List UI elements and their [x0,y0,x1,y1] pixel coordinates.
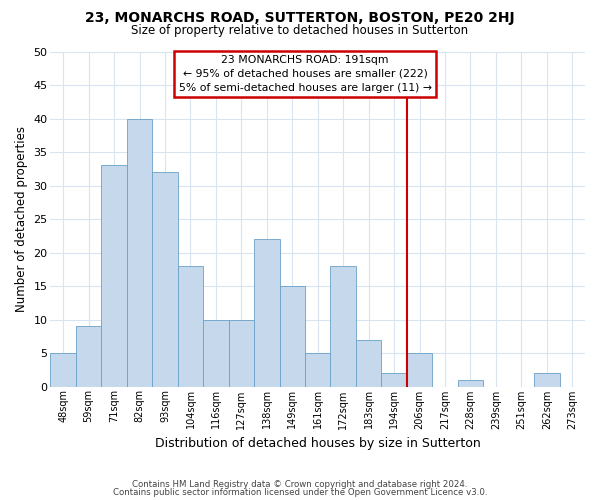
Text: 23, MONARCHS ROAD, SUTTERTON, BOSTON, PE20 2HJ: 23, MONARCHS ROAD, SUTTERTON, BOSTON, PE… [85,11,515,25]
Text: Contains HM Land Registry data © Crown copyright and database right 2024.: Contains HM Land Registry data © Crown c… [132,480,468,489]
Text: 23 MONARCHS ROAD: 191sqm  
← 95% of detached houses are smaller (222)
5% of semi: 23 MONARCHS ROAD: 191sqm ← 95% of detach… [179,55,431,93]
Bar [534,373,560,386]
Y-axis label: Number of detached properties: Number of detached properties [15,126,28,312]
Bar [356,340,382,386]
Bar [458,380,483,386]
Bar [127,118,152,386]
Bar [407,353,432,386]
Bar [152,172,178,386]
Text: Size of property relative to detached houses in Sutterton: Size of property relative to detached ho… [131,24,469,37]
Bar [382,373,407,386]
Text: Contains public sector information licensed under the Open Government Licence v3: Contains public sector information licen… [113,488,487,497]
Bar [229,320,254,386]
Bar [101,166,127,386]
X-axis label: Distribution of detached houses by size in Sutterton: Distribution of detached houses by size … [155,437,481,450]
Bar [331,266,356,386]
Bar [178,266,203,386]
Bar [254,239,280,386]
Bar [305,353,331,386]
Bar [203,320,229,386]
Bar [280,286,305,386]
Bar [50,353,76,386]
Bar [76,326,101,386]
